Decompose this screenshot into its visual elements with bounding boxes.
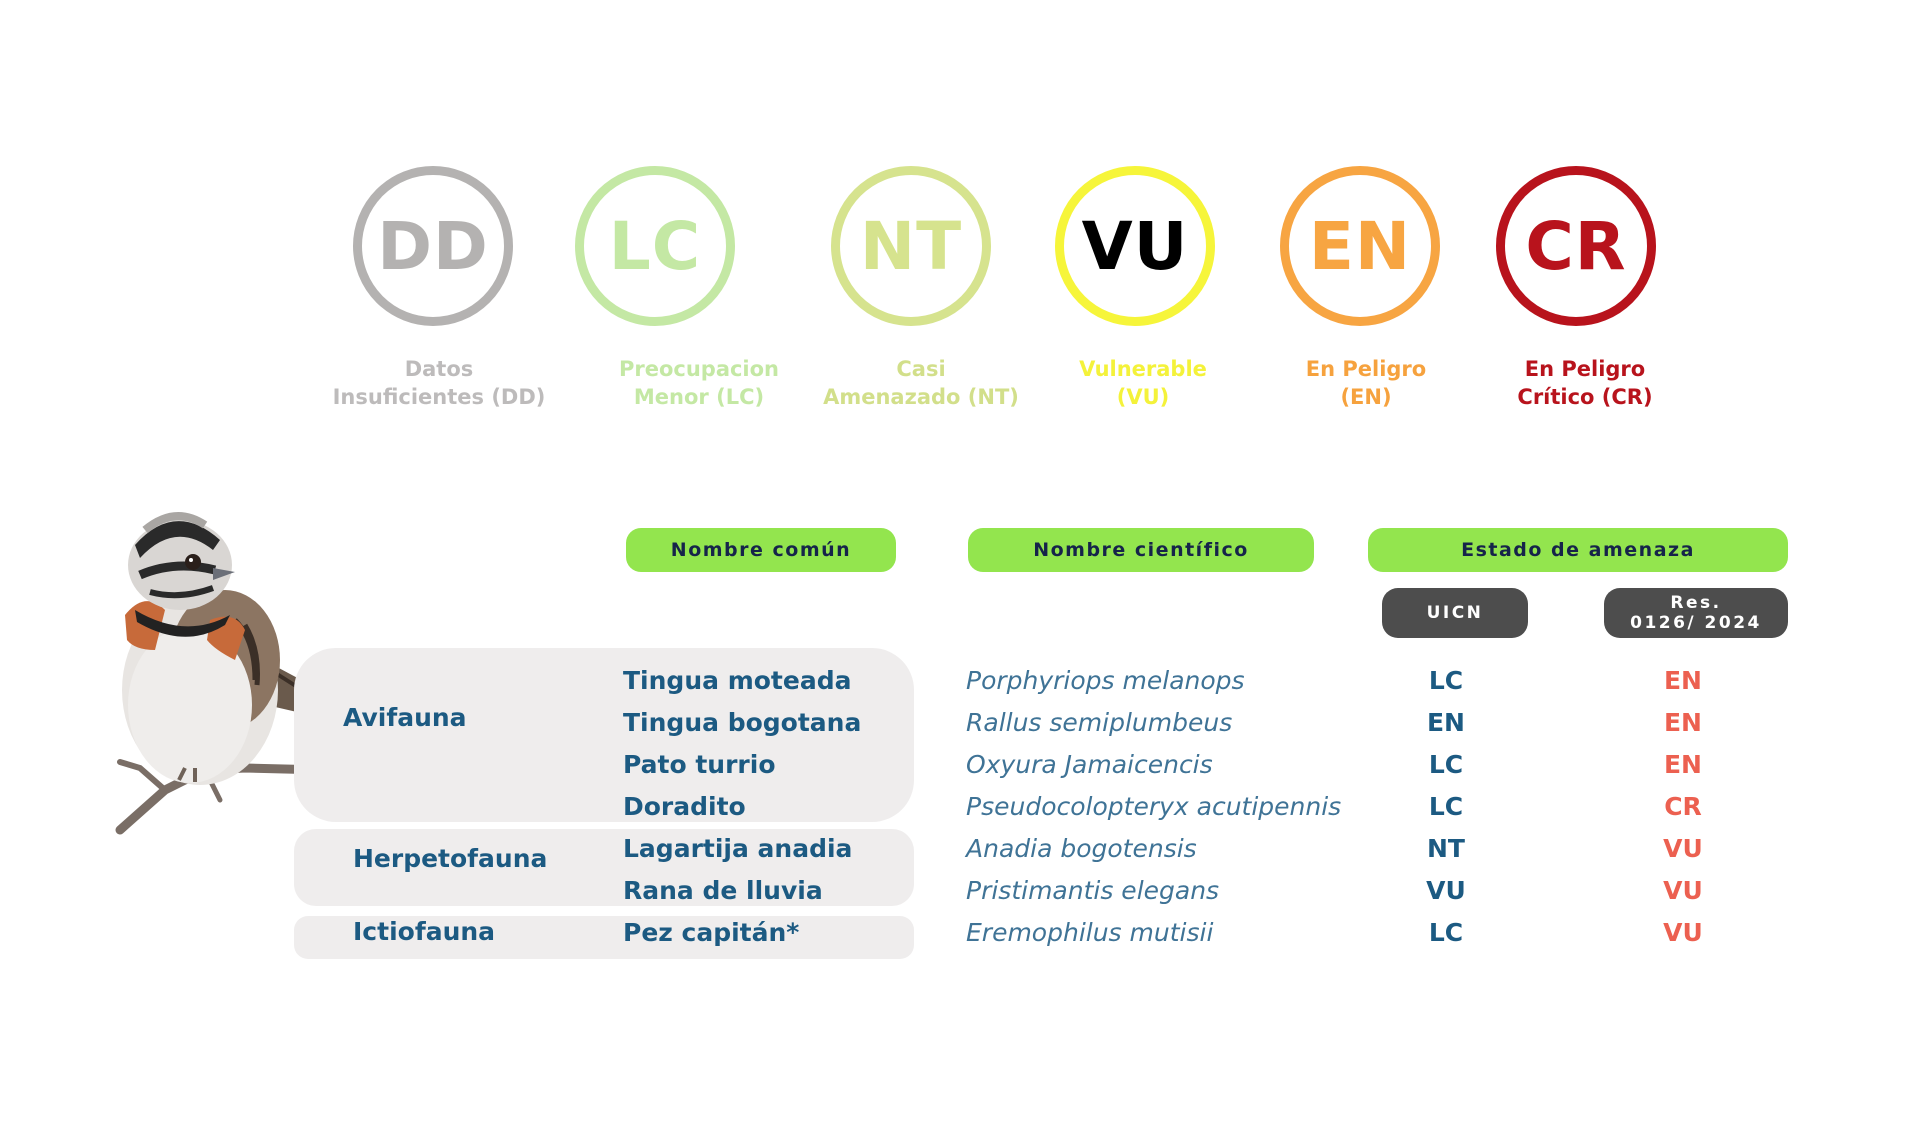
res-status-cell: EN (1663, 750, 1702, 779)
badge-cr: CR (1496, 166, 1656, 326)
group-label-avifauna: Avifauna (343, 703, 467, 732)
header-res-line1: Res. (1670, 593, 1722, 613)
table-row: Lagartija anadia Anadia bogotensis NT VU (0, 828, 1918, 870)
res-status-cell: EN (1663, 708, 1702, 737)
label-en-line2: (EN) (1340, 385, 1392, 409)
common-name-cell: Rana de lluvia (623, 876, 823, 905)
scientific-name-cell: Anadia bogotensis (966, 834, 1197, 863)
label-dd-line2: Insuficientes (DD) (332, 385, 546, 409)
res-status-cell: VU (1663, 834, 1703, 863)
bird-illustration (115, 512, 330, 835)
header-uicn-text: UICN (1426, 603, 1484, 623)
res-status-cell: EN (1663, 666, 1702, 695)
uicn-status-cell: LC (1428, 750, 1464, 779)
header-common-name: Nombre común (626, 528, 896, 572)
table-row: Tingua bogotana Rallus semiplumbeus EN E… (0, 702, 1918, 744)
scientific-name-cell: Pristimantis elegans (966, 876, 1220, 905)
label-nt-line1: Casi (896, 357, 946, 381)
common-name-cell: Pez capitán* (623, 918, 800, 947)
header-threat-status: Estado de amenaza (1368, 528, 1788, 572)
label-en: En Peligro (EN) (1246, 355, 1486, 411)
header-uicn: UICN (1382, 588, 1528, 638)
badge-en: EN (1280, 166, 1440, 326)
uicn-status-cell: LC (1428, 918, 1464, 947)
table-row: Pato turrio Oxyura Jamaicencis LC EN (0, 744, 1918, 786)
badge-nt-code: NT (859, 207, 963, 285)
label-cr: En Peligro Crítico (CR) (1465, 355, 1705, 411)
badge-lc-code: LC (608, 207, 702, 285)
label-cr-line2: Crítico (CR) (1517, 385, 1653, 409)
group-bg-ictiofauna (294, 916, 914, 959)
label-nt-line2: Amenazado (NT) (823, 385, 1019, 409)
header-scientific-name-text: Nombre científico (1033, 539, 1249, 561)
common-name-cell: Lagartija anadia (623, 834, 853, 863)
badge-nt: NT (831, 166, 991, 326)
label-lc: Preocupacion Menor (LC) (579, 355, 819, 411)
label-dd: Datos Insuficientes (DD) (319, 355, 559, 411)
table-row: Doradito Pseudocolopteryx acutipennis LC… (0, 786, 1918, 828)
header-res: Res. 0126/ 2024 (1604, 588, 1788, 638)
label-vu-line2: (VU) (1116, 385, 1170, 409)
res-status-cell: VU (1663, 918, 1703, 947)
label-vu: Vulnerable (VU) (1023, 355, 1263, 411)
label-en-line1: En Peligro (1305, 357, 1427, 381)
uicn-status-cell: NT (1427, 834, 1465, 863)
badge-cr-code: CR (1525, 207, 1627, 285)
badge-en-code: EN (1308, 207, 1412, 285)
label-vu-line1: Vulnerable (1079, 357, 1207, 381)
header-common-name-text: Nombre común (670, 539, 852, 561)
res-status-cell: VU (1663, 876, 1703, 905)
table-row: Pez capitán* Eremophilus mutisii LC VU (0, 912, 1918, 954)
scientific-name-cell: Oxyura Jamaicencis (966, 750, 1213, 779)
badge-dd: DD (353, 166, 513, 326)
badge-lc: LC (575, 166, 735, 326)
uicn-status-cell: LC (1428, 666, 1464, 695)
header-scientific-name: Nombre científico (968, 528, 1314, 572)
table-row: Tingua moteada Porphyriops melanops LC E… (0, 660, 1918, 702)
table-row: Rana de lluvia Pristimantis elegans VU V… (0, 870, 1918, 912)
group-bg-herpetofauna (294, 829, 914, 906)
header-res-line2: 0126/ 2024 (1630, 613, 1762, 633)
res-status-cell: CR (1664, 792, 1702, 821)
scientific-name-cell: Pseudocolopteryx acutipennis (966, 792, 1342, 821)
badge-vu: VU (1055, 166, 1215, 326)
scientific-name-cell: Rallus semiplumbeus (966, 708, 1233, 737)
common-name-cell: Doradito (623, 792, 746, 821)
label-nt: Casi Amenazado (NT) (801, 355, 1041, 411)
badge-vu-code: VU (1081, 207, 1189, 285)
uicn-status-cell: EN (1426, 708, 1465, 737)
group-label-ictiofauna: Ictiofauna (353, 917, 496, 946)
uicn-status-cell: LC (1428, 792, 1464, 821)
common-name-cell: Tingua bogotana (623, 708, 862, 737)
label-lc-line1: Preocupacion (618, 357, 780, 381)
label-lc-line2: Menor (LC) (633, 385, 765, 409)
scientific-name-cell: Eremophilus mutisii (966, 918, 1214, 947)
group-bg-avifauna (294, 648, 914, 822)
label-cr-line1: En Peligro (1524, 357, 1646, 381)
header-threat-status-text: Estado de amenaza (1461, 539, 1695, 561)
label-dd-line1: Datos (404, 357, 474, 381)
badge-dd-code: DD (377, 207, 489, 285)
common-name-cell: Tingua moteada (623, 666, 852, 695)
group-label-herpetofauna: Herpetofauna (353, 844, 548, 873)
uicn-status-cell: VU (1426, 876, 1466, 905)
scientific-name-cell: Porphyriops melanops (966, 666, 1245, 695)
common-name-cell: Pato turrio (623, 750, 776, 779)
